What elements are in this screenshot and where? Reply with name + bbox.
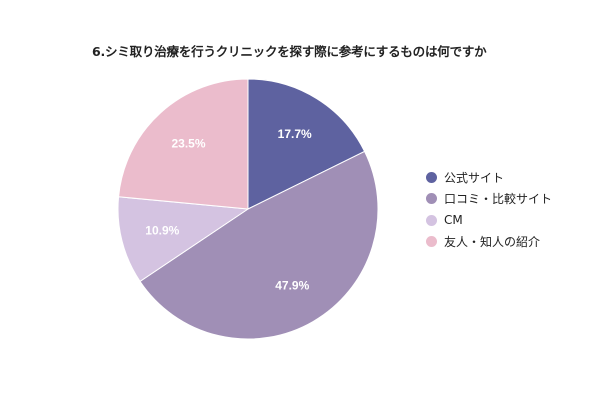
- legend-label: 友人・知人の紹介: [444, 235, 541, 249]
- legend-label: 公式サイト: [444, 170, 505, 185]
- legend-swatch: [426, 214, 437, 226]
- chart-title: 6.シミ取り治療を行うクリニックを探す際に参考にするものは何ですか: [92, 44, 487, 59]
- legend-item-4: 友人・知人の紹介: [426, 235, 552, 249]
- slice-data-label-4: 23.5%: [171, 137, 205, 151]
- pie-data-labels: 17.7% 47.9% 10.9% 23.5%: [145, 127, 312, 293]
- pie-slice-1: [247, 78, 366, 210]
- pie-slice-2: [139, 150, 379, 340]
- pie-slice-3: [117, 196, 250, 283]
- legend-item-1: 公式サイト: [426, 170, 552, 185]
- pie-slice-4: [118, 78, 249, 210]
- legend-swatch: [426, 193, 437, 204]
- slice-data-label-1: 17.7%: [278, 127, 312, 141]
- slice-data-label-3: 10.9%: [145, 224, 179, 238]
- legend-swatch: [426, 171, 437, 183]
- legend-label: CM: [444, 213, 463, 227]
- slice-data-label-2: 47.9%: [275, 279, 309, 293]
- chart-legend: 公式サイト口コミ・比較サイト CM 友人・知人の紹介: [426, 170, 552, 256]
- legend-item-2: 口コミ・比較サイト: [426, 192, 552, 206]
- legend-swatch: [426, 236, 437, 247]
- pie-slices: [117, 78, 379, 340]
- legend-label: 口コミ・比較サイト: [444, 192, 553, 206]
- legend-item-3: CM: [426, 213, 552, 227]
